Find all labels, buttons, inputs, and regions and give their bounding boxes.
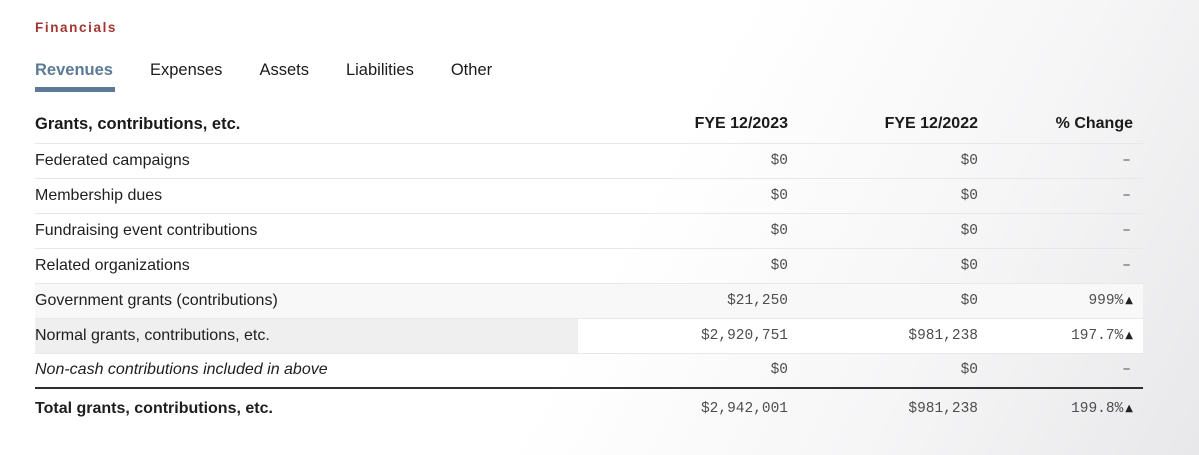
tab-other[interactable]: Other — [451, 61, 492, 92]
pct-change-cell: 197.7% ▲ — [978, 318, 1143, 354]
fye-2022-cell: $0 — [788, 283, 978, 319]
table-row: Federated campaigns $0 $0 – — [35, 143, 1143, 179]
pct-change-value: 999% — [1088, 292, 1124, 309]
financials-section: Financials Revenues Expenses Assets Liab… — [35, 20, 1199, 428]
up-arrow-icon: ▲ — [1125, 294, 1133, 306]
tab-bar: Revenues Expenses Assets Liabilities Oth… — [35, 61, 1199, 92]
fye-2023-cell: $21,250 — [578, 283, 788, 319]
fye-2022-cell: $0 — [788, 248, 978, 284]
pct-change-value: – — [1122, 222, 1131, 239]
fye-2022-cell: $0 — [788, 143, 978, 179]
active-tab-underline — [35, 87, 115, 92]
fye-2023-cell: $0 — [578, 213, 788, 249]
table-row: Membership dues $0 $0 – — [35, 178, 1143, 214]
table-header-row: Grants, contributions, etc. FYE 12/2023 … — [35, 106, 1143, 144]
row-label-cell: Federated campaigns — [35, 143, 578, 179]
tab-other-label: Other — [450, 61, 493, 79]
total-fye-2023-cell: $2,942,001 — [578, 387, 788, 428]
table-row: Government grants (contributions) $21,25… — [35, 283, 1143, 319]
col-header-fye-2023: FYE 12/2023 — [578, 106, 788, 144]
fye-2022-cell: $0 — [788, 353, 978, 389]
tab-liabilities[interactable]: Liabilities — [346, 61, 414, 92]
revenues-table: Grants, contributions, etc. FYE 12/2023 … — [35, 106, 1143, 428]
table-row: Fundraising event contributions $0 $0 – — [35, 213, 1143, 249]
pct-change-value: – — [1122, 257, 1131, 274]
up-arrow-icon: ▲ — [1125, 329, 1133, 341]
tab-assets-label: Assets — [259, 61, 309, 79]
pct-change-value: 199.8% — [1071, 400, 1124, 417]
tab-assets[interactable]: Assets — [259, 61, 309, 92]
fye-2022-cell: $0 — [788, 178, 978, 214]
pct-change-value: – — [1122, 152, 1131, 169]
tab-revenues-label: Revenues — [35, 61, 113, 79]
fye-2022-cell: $981,238 — [788, 318, 978, 354]
row-label-cell: Membership dues — [35, 178, 578, 214]
row-label-cell: Related organizations — [35, 248, 578, 284]
row-label-cell: Non-cash contributions included in above — [35, 353, 578, 389]
table-total-row: Total grants, contributions, etc. $2,942… — [35, 387, 1143, 428]
pct-change-cell: 999% ▲ — [978, 283, 1143, 319]
table-row: Non-cash contributions included in above… — [35, 353, 1143, 389]
row-label-cell: Normal grants, contributions, etc. — [35, 318, 578, 354]
total-fye-2022-cell: $981,238 — [788, 387, 978, 428]
pct-change-value: 197.7% — [1071, 327, 1124, 344]
row-label-cell: Fundraising event contributions — [35, 213, 578, 249]
pct-change-cell: – — [978, 143, 1143, 179]
pct-change-cell: – — [978, 248, 1143, 284]
fye-2023-cell: $0 — [578, 248, 788, 284]
col-header-fye-2022: FYE 12/2022 — [788, 106, 978, 144]
fye-2023-cell: $0 — [578, 353, 788, 389]
total-label-cell: Total grants, contributions, etc. — [35, 387, 578, 428]
row-label-cell: Government grants (contributions) — [35, 283, 578, 319]
fye-2023-cell: $2,920,751 — [578, 318, 788, 354]
total-pct-change-cell: 199.8% ▲ — [978, 387, 1143, 428]
tab-revenues[interactable]: Revenues — [35, 61, 115, 92]
fye-2023-cell: $0 — [578, 143, 788, 179]
pct-change-value: – — [1122, 187, 1131, 204]
table-row: Normal grants, contributions, etc. $2,92… — [35, 318, 1143, 354]
col-header-pct-change: % Change — [978, 106, 1143, 144]
section-heading: Financials — [35, 20, 118, 35]
table-row: Related organizations $0 $0 – — [35, 248, 1143, 284]
fye-2022-cell: $0 — [788, 213, 978, 249]
pct-change-value: – — [1122, 362, 1131, 379]
pct-change-cell: – — [978, 178, 1143, 214]
pct-change-cell: – — [978, 213, 1143, 249]
pct-change-cell: – — [978, 353, 1143, 389]
tab-expenses[interactable]: Expenses — [150, 61, 222, 92]
fye-2023-cell: $0 — [578, 178, 788, 214]
up-arrow-icon: ▲ — [1125, 402, 1133, 414]
tab-expenses-label: Expenses — [149, 61, 223, 79]
table-title: Grants, contributions, etc. — [35, 106, 578, 144]
tab-liabilities-label: Liabilities — [345, 61, 414, 79]
